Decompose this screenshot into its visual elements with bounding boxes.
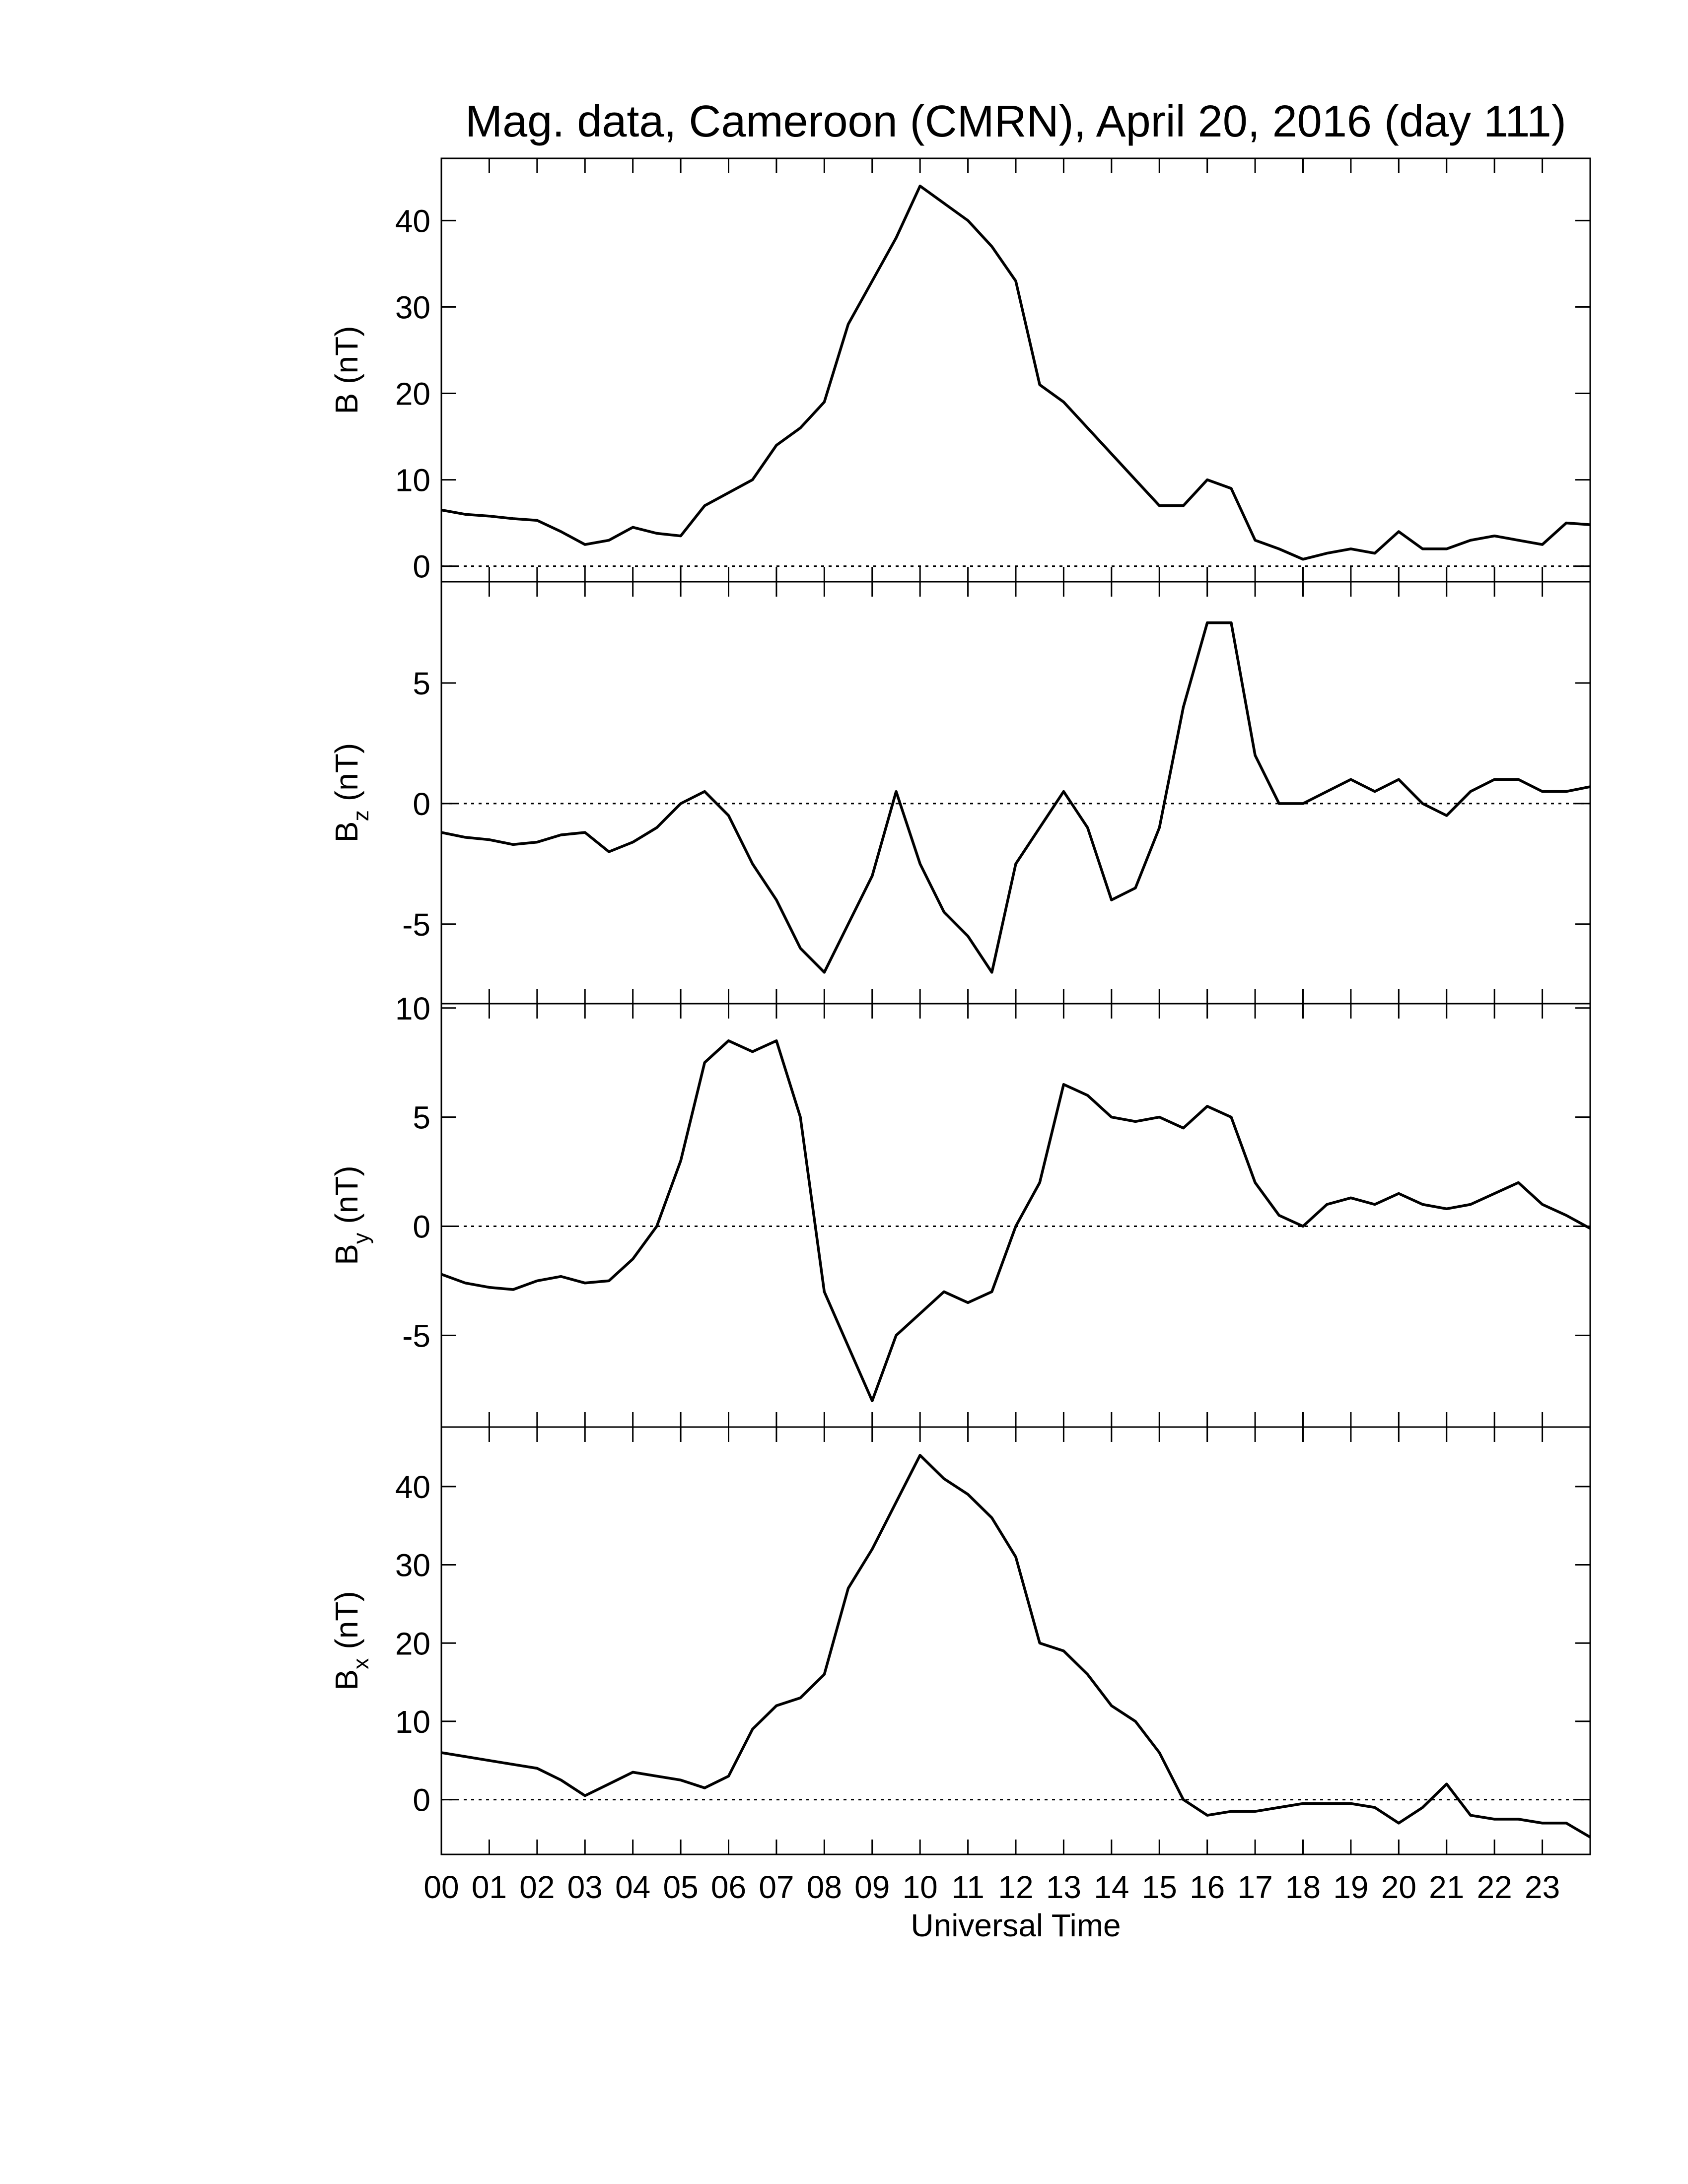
x-tick-label: 07 xyxy=(759,1869,794,1905)
x-tick-label: 10 xyxy=(903,1869,938,1905)
y-tick-label: 10 xyxy=(395,991,430,1026)
y-label-symbol: B xyxy=(329,821,364,843)
y-axis-label: By (nT) xyxy=(329,1165,373,1265)
y-tick-label: 0 xyxy=(413,1209,430,1245)
x-tick-label: 00 xyxy=(423,1869,459,1905)
x-tick-label: 18 xyxy=(1285,1869,1321,1905)
x-tick-label: 08 xyxy=(807,1869,842,1905)
y-label-unit: (nT) xyxy=(329,326,364,384)
x-tick-label: 06 xyxy=(711,1869,746,1905)
y-label-unit: (nT) xyxy=(329,743,364,801)
y-tick-label: 0 xyxy=(413,549,430,585)
x-tick-label: 04 xyxy=(615,1869,650,1905)
x-tick-label: 20 xyxy=(1381,1869,1416,1905)
y-tick-label: 5 xyxy=(413,666,430,701)
y-tick-label: 40 xyxy=(395,203,430,239)
x-tick-label: 02 xyxy=(519,1869,555,1905)
x-tick-label: 21 xyxy=(1429,1869,1464,1905)
y-tick-label: 20 xyxy=(395,1626,430,1661)
x-tick-label: 12 xyxy=(998,1869,1033,1905)
y-tick-label: 0 xyxy=(413,786,430,822)
x-tick-label: 11 xyxy=(951,1869,984,1905)
x-tick-label: 22 xyxy=(1477,1869,1512,1905)
y-axis-label: Bx (nT) xyxy=(329,1591,373,1690)
y-tick-label: -5 xyxy=(402,907,430,943)
data-line xyxy=(441,621,1591,974)
y-label-symbol: B xyxy=(329,1669,364,1691)
y-tick-label: 5 xyxy=(413,1100,430,1136)
y-label-subscript: z xyxy=(349,810,373,821)
y-label-symbol: B xyxy=(329,393,364,414)
chart-title: Mag. data, Cameroon (CMRN), April 20, 20… xyxy=(465,97,1566,146)
y-tick-label: 0 xyxy=(413,1782,430,1818)
x-tick-label: 19 xyxy=(1333,1869,1368,1905)
data-line xyxy=(441,1454,1591,1839)
x-tick-label: 03 xyxy=(567,1869,603,1905)
y-axis-label: Bz (nT) xyxy=(329,743,373,842)
y-label-subscript: x xyxy=(349,1658,373,1669)
y-label-unit: (nT) xyxy=(329,1591,364,1649)
data-line xyxy=(441,1039,1591,1402)
y-label-subscript: y xyxy=(349,1232,373,1244)
y-tick-label: 10 xyxy=(395,463,430,498)
y-tick-label: 20 xyxy=(395,376,430,412)
x-tick-label: 17 xyxy=(1237,1869,1272,1905)
data-line xyxy=(441,184,1591,561)
y-axis-label: B (nT) xyxy=(329,326,364,414)
x-tick-label: 13 xyxy=(1046,1869,1081,1905)
x-tick-label: 09 xyxy=(854,1869,890,1905)
y-tick-label: 30 xyxy=(395,289,430,325)
x-tick-label: 01 xyxy=(472,1869,507,1905)
x-axis-label: Universal Time xyxy=(911,1908,1121,1943)
x-tick-label: 15 xyxy=(1142,1869,1177,1905)
plot-frame xyxy=(440,1426,1591,1855)
y-tick-label: -5 xyxy=(402,1318,430,1354)
x-tick-label: 23 xyxy=(1525,1869,1560,1905)
y-tick-label: 10 xyxy=(395,1704,430,1740)
y-label-unit: (nT) xyxy=(329,1165,364,1224)
y-tick-label: 40 xyxy=(395,1469,430,1505)
x-tick-label: 05 xyxy=(663,1869,698,1905)
x-tick-label: 16 xyxy=(1190,1869,1225,1905)
y-label-symbol: B xyxy=(329,1244,364,1265)
y-tick-label: 30 xyxy=(395,1548,430,1583)
x-tick-label: 14 xyxy=(1094,1869,1129,1905)
